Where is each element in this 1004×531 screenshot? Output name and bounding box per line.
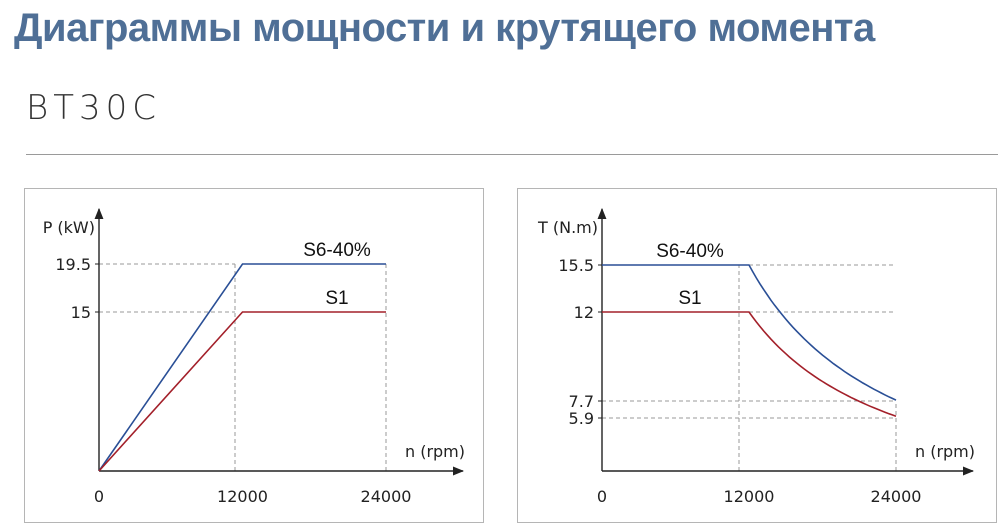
- x-tick-label: 12000: [724, 487, 775, 506]
- series-line-s1: [602, 311, 897, 418]
- y-tick-label: 12: [574, 303, 594, 322]
- x-tick-label: 0: [597, 487, 607, 506]
- x-axis-label: n (rpm): [405, 442, 465, 461]
- x-tick-label: 12000: [217, 487, 268, 506]
- x-axis-label: n (rpm): [915, 442, 975, 461]
- page-title: Диаграммы мощности и крутящего момента: [14, 6, 875, 50]
- series-label-s6-40: S6-40%: [303, 240, 371, 261]
- y-tick-label: 19.5: [55, 255, 91, 274]
- x-tick-label: 24000: [361, 487, 412, 506]
- y-tick-label: 15: [71, 303, 91, 322]
- series-label-s6-40: S6-40%: [656, 241, 724, 262]
- x-tick-label: 0: [94, 487, 104, 506]
- series-label-s1: S1: [325, 288, 348, 309]
- x-tick-label: 24000: [871, 487, 922, 506]
- torque-chart-panel: 15.5 12 7.7 5.9 0 12000 24000 T (N.m) n (rpm) S6-…: [517, 188, 997, 523]
- model-name: BT30C: [26, 88, 162, 128]
- series-line-s6-40: [602, 264, 897, 401]
- y-axis-label: P (kW): [43, 218, 95, 237]
- divider: [26, 154, 998, 155]
- series-label-s1: S1: [678, 288, 701, 309]
- y-tick-label: 15.5: [558, 256, 594, 275]
- torque-chart: 15.5 12 7.75.9 0 12000 24000 T (N.m) n (rpm) S6-…: [537, 207, 975, 506]
- y-tick-label: 7.7: [569, 392, 594, 411]
- y-tick-label: 5.9: [569, 409, 594, 428]
- power-chart-panel: 19.5 15 0 12000 24000 P (kW) n (rpm) S6-40% S1: [24, 188, 484, 523]
- power-chart: 19.5 15 0 12000 24000 P (kW) n (rpm) S6-40% S1: [43, 207, 465, 506]
- y-axis-label: T (N.m): [537, 218, 598, 237]
- series-line-s6-40: [98, 263, 386, 472]
- series-line-s1: [98, 311, 386, 472]
